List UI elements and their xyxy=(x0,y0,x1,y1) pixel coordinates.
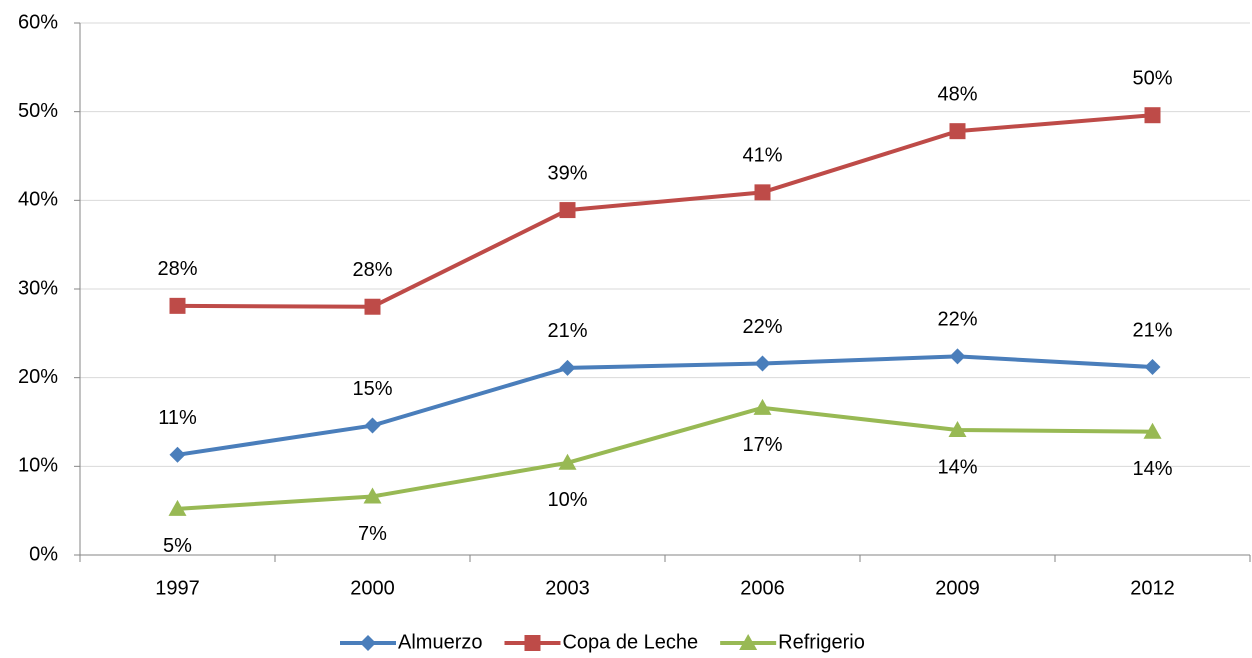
y-tick-label: 10% xyxy=(18,455,58,477)
data-label: 21% xyxy=(1132,319,1172,341)
marker xyxy=(1144,359,1161,376)
marker xyxy=(1144,107,1161,124)
x-tick-label: 2009 xyxy=(935,577,980,599)
data-label: 39% xyxy=(547,162,587,184)
y-tick-label: 30% xyxy=(18,277,58,299)
data-label: 17% xyxy=(742,434,782,456)
marker xyxy=(1143,422,1162,439)
data-label: 28% xyxy=(352,259,392,281)
marker xyxy=(559,359,576,376)
x-tick-label: 2006 xyxy=(740,577,785,599)
marker xyxy=(364,298,381,315)
legend-label: Copa de Leche xyxy=(562,631,698,653)
marker xyxy=(754,355,771,372)
x-tick-label: 2012 xyxy=(1130,577,1175,599)
y-tick-label: 60% xyxy=(18,11,58,33)
series-line xyxy=(177,354,1153,457)
data-label: 28% xyxy=(157,258,197,280)
marker xyxy=(524,635,541,651)
data-label: 22% xyxy=(937,309,977,331)
marker xyxy=(168,499,187,516)
marker xyxy=(948,420,967,437)
marker xyxy=(169,446,186,463)
marker xyxy=(753,398,772,415)
data-label: 11% xyxy=(158,407,197,429)
data-label: 15% xyxy=(352,378,392,400)
legend-label: Refrigerio xyxy=(778,631,865,653)
y-tick-label: 50% xyxy=(18,100,58,122)
marker xyxy=(949,348,966,365)
y-tick-label: 20% xyxy=(18,366,58,388)
marker xyxy=(558,453,577,470)
data-label: 5% xyxy=(163,535,192,557)
data-label: 41% xyxy=(742,145,782,167)
y-tick-label: 40% xyxy=(18,189,58,211)
data-label: 21% xyxy=(547,320,587,342)
y-tick-label: 0% xyxy=(29,543,58,565)
marker xyxy=(559,202,576,219)
data-label: 50% xyxy=(1132,67,1172,89)
x-tick-label: 1997 xyxy=(155,577,200,599)
marker xyxy=(360,635,376,651)
marker xyxy=(363,487,382,504)
x-tick-label: 2003 xyxy=(545,577,590,599)
marker xyxy=(169,297,186,314)
data-label: 10% xyxy=(547,489,587,511)
marker xyxy=(364,417,381,434)
data-label: 14% xyxy=(937,456,977,478)
marker xyxy=(949,123,966,140)
legend-label: Almuerzo xyxy=(398,631,482,653)
data-label: 48% xyxy=(937,83,977,105)
marker xyxy=(739,634,758,650)
marker xyxy=(754,184,771,201)
x-tick-label: 2000 xyxy=(350,577,395,599)
data-label: 14% xyxy=(1132,458,1172,480)
series-line xyxy=(177,405,1153,511)
series-line xyxy=(177,113,1153,309)
data-label: 7% xyxy=(358,523,387,545)
data-label: 22% xyxy=(742,316,782,338)
